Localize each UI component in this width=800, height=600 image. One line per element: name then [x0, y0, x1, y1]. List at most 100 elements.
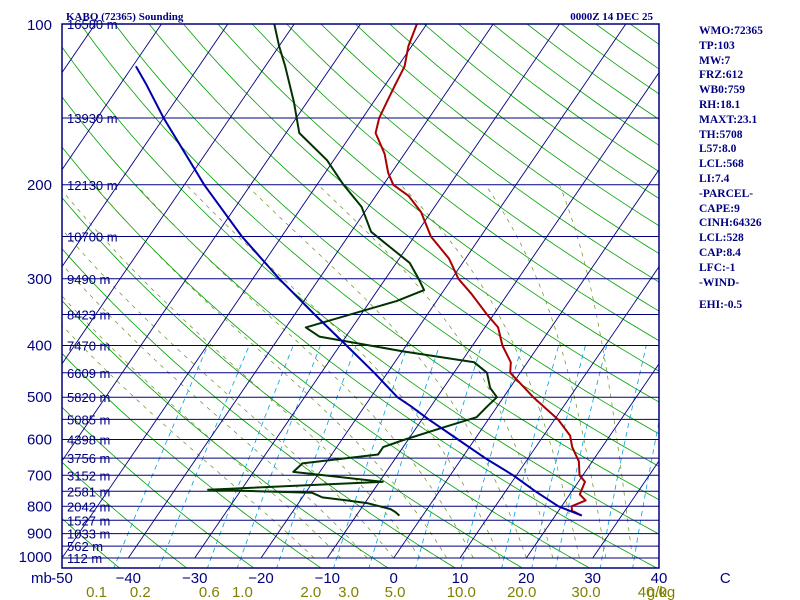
index-maxt: MAXT:23.1 [699, 113, 758, 126]
indices-panel: WMO:72365 TP:103 MW:7 FRZ:612 WB0:759 RH… [699, 24, 800, 313]
isotherm [62, 24, 162, 171]
isotherm [326, 71, 659, 559]
index-tp: TP:103 [699, 39, 735, 52]
isotherm [525, 363, 659, 559]
isotherm [194, 24, 560, 559]
mixing-ratio-line [531, 345, 586, 568]
temperature-tick-label: -50 [51, 570, 73, 587]
mixing-ratio-label: 2.0 [300, 584, 321, 600]
background-grid [0, 24, 659, 568]
moist-adiabat [62, 295, 341, 559]
dry-adiabat [62, 300, 389, 568]
height-label: 2042 m [67, 499, 110, 514]
index-cap: CAP:8.4 [699, 246, 741, 259]
mixing-ratio-label: 30.0 [571, 584, 600, 600]
temperature-tick-label: 30 [584, 570, 601, 587]
mixing-ratio-line [632, 420, 659, 568]
wind-header: -WIND- [699, 276, 740, 289]
temperature-tick-label: −10 [315, 570, 340, 587]
index-cinh: CINH:64326 [699, 217, 762, 230]
isotherm [260, 24, 627, 559]
height-label: 1527 m [67, 513, 110, 528]
temperature-tick-label: −20 [248, 570, 273, 587]
index-th: TH:5708 [699, 128, 743, 141]
mixing-ratio-line [276, 345, 357, 568]
temperature-tick-label: −30 [182, 570, 207, 587]
mixing-ratio-label: 40.0 [638, 584, 667, 600]
mixing-ratio-line [501, 345, 560, 568]
temperature-tick-label: 40 [651, 570, 668, 587]
moist-adiabat [93, 184, 448, 559]
index-parcel-lcl: LCL:528 [699, 232, 744, 245]
height-label: 7470 m [67, 339, 110, 354]
isotherm [62, 24, 361, 462]
mixing-ratio-line [415, 345, 482, 568]
valid-time: 0000Z 14 DEC 25 [570, 11, 653, 23]
isotherm [62, 24, 229, 268]
mixing-ratio-label: 20.0 [507, 584, 536, 600]
mixing-ratio-label: 3.0 [338, 584, 359, 600]
pressure-tick-label: 600 [27, 432, 52, 449]
pressure-tick-label: 300 [27, 271, 52, 288]
pressure-tick-label: 200 [27, 177, 52, 194]
station-title: KABQ (72365) Sounding [66, 11, 184, 23]
mixing-ratio-label: 0.6 [199, 584, 220, 600]
dry-adiabat [79, 24, 659, 501]
sounding-curves [135, 24, 587, 517]
temperature-curve [374, 24, 587, 517]
pressure-tick-label: 500 [27, 389, 52, 406]
index-mw: MW:7 [699, 54, 731, 67]
mixing-ratio-label: 10.0 [447, 584, 476, 600]
height-label: 13930 m [67, 111, 118, 126]
temperature-tick-label: 0 [390, 570, 398, 587]
pressure-tick-label: 100 [27, 17, 52, 34]
height-label: 6609 m [67, 366, 110, 381]
mixing-ratio-label: 0.2 [130, 584, 151, 600]
isotherm [459, 265, 659, 559]
moist-adiabat [135, 184, 474, 559]
moist-adiabat [62, 263, 368, 559]
parcel-curve [135, 65, 583, 517]
pressure-tick-label: 700 [27, 467, 52, 484]
temperature-tick-label: 10 [452, 570, 469, 587]
isotherm [127, 24, 494, 559]
height-label: 4398 m [67, 433, 110, 448]
moist-adiabat [62, 189, 421, 559]
pressure-unit-label: mb [31, 570, 52, 587]
temperature-tick-label: −40 [116, 570, 141, 587]
mixing-ratio-label: 5.0 [385, 584, 406, 600]
isotherm [393, 168, 659, 559]
mixing-ratio-line [599, 345, 647, 568]
isotherm [62, 24, 428, 559]
isotherm [0, 24, 29, 558]
pressure-tick-label: 800 [27, 498, 52, 515]
index-li: LI:7.4 [699, 172, 730, 185]
index-cape: CAPE:9 [699, 202, 740, 215]
pressure-tick-label: 1000 [19, 549, 52, 566]
isotherm [62, 24, 295, 365]
index-l57: L57:8.0 [699, 143, 737, 156]
mixing-ratio-label: 1.0 [232, 584, 253, 600]
moist-adiabat [400, 184, 580, 559]
mixing-ratio-label: 0.1 [86, 584, 107, 600]
height-label: 12130 m [67, 178, 118, 193]
dry-adiabat [62, 406, 255, 568]
mixing-ratio-line [206, 345, 294, 568]
mixing-ratio-line [158, 345, 250, 568]
height-label: 8423 m [67, 308, 110, 323]
height-label: 10700 m [67, 230, 118, 245]
pressure-tick-label: 900 [27, 526, 52, 543]
isotherm [592, 460, 659, 559]
height-label: 562 m [67, 539, 103, 554]
index-lfc: LFC:-1 [699, 261, 736, 274]
pressure-tick-label: 400 [27, 338, 52, 355]
index-wb0: WB0:759 [699, 84, 745, 97]
temperature-tick-label: C [720, 570, 731, 587]
moist-adiabat [62, 324, 315, 559]
height-label: 1033 m [67, 527, 110, 542]
dry-adiabat [62, 461, 188, 568]
height-label: 2581 m [67, 484, 110, 499]
index-frz: FRZ:612 [699, 69, 744, 82]
height-label: 112 m [67, 551, 102, 566]
mixing-ratio-line [460, 345, 523, 568]
